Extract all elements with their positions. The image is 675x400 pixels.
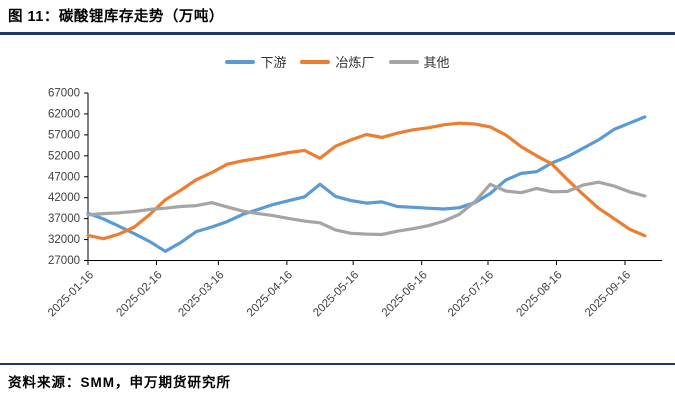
series-line-other — [86, 180, 647, 237]
x-axis-label: 2025-05-16 — [311, 269, 361, 319]
legend-entry-smelter: 冶炼厂 — [300, 52, 375, 71]
y-axis-label: 42000 — [48, 192, 80, 204]
source-note: 资料来源：SMM，申万期货研究所 — [0, 363, 675, 391]
x-axis-label: 2025-01-16 — [46, 269, 96, 319]
legend-label-smelter: 冶炼厂 — [335, 55, 375, 70]
legend-label-other: 其他 — [423, 55, 450, 70]
x-axis-label: 2025-09-16 — [583, 269, 633, 319]
legend-swatch-other — [388, 59, 419, 64]
source-note-text: 资料来源：SMM，申万期货研究所 — [8, 375, 231, 390]
y-axis-label: 27000 — [48, 255, 80, 267]
y-axis-label: 67000 — [48, 88, 80, 100]
x-axis-label: 2025-02-16 — [115, 269, 165, 319]
y-axis-label: 57000 — [48, 129, 80, 141]
series-line-downstream — [86, 115, 647, 253]
legend-entry-other: 其他 — [388, 52, 450, 71]
x-axis-label: 2025-08-16 — [515, 269, 565, 319]
x-axis-label: 2025-03-16 — [176, 269, 226, 319]
legend-label-downstream: 下游 — [260, 55, 287, 70]
y-axis-label: 62000 — [48, 108, 80, 120]
legend-entry-downstream: 下游 — [225, 52, 286, 71]
x-axis-label: 2025-04-16 — [245, 269, 295, 319]
y-axis-label: 52000 — [48, 150, 80, 162]
x-axis-label: 2025-07-16 — [446, 269, 496, 319]
y-axis-label: 32000 — [48, 234, 80, 246]
legend-swatch-downstream — [225, 59, 256, 64]
legend-swatch-smelter — [300, 59, 331, 64]
figure-title-text: 图 11：碳酸锂库存走势（万吨） — [8, 9, 224, 25]
y-axis-label: 47000 — [48, 171, 80, 183]
series-line-smelter — [86, 121, 647, 241]
figure-title: 图 11：碳酸锂库存走势（万吨） — [0, 0, 675, 35]
chart-legend: 下游 冶炼厂 其他 — [0, 52, 675, 71]
x-axis-label: 2025-06-16 — [380, 269, 430, 319]
y-axis-label: 37000 — [48, 213, 80, 225]
